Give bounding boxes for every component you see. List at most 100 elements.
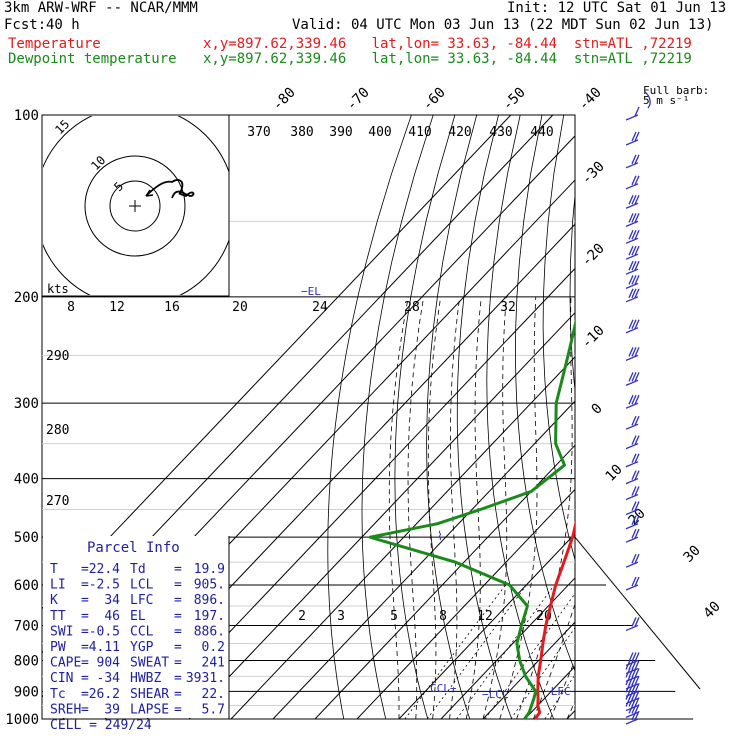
lfc-marker: −LFC bbox=[544, 685, 571, 698]
wind-barb bbox=[625, 470, 640, 485]
wind-barb-flag bbox=[634, 194, 640, 205]
wind-barb-staff bbox=[625, 718, 639, 725]
hodograph-units: kts bbox=[47, 282, 69, 296]
wind-barb-staff bbox=[625, 379, 639, 386]
wind-barb bbox=[625, 415, 640, 430]
wind-barb bbox=[625, 435, 640, 450]
theta-label-top: 370 bbox=[247, 125, 270, 140]
parcel-key: EL bbox=[130, 609, 146, 624]
wind-barb-flag bbox=[631, 453, 637, 463]
wind-barb bbox=[625, 347, 640, 361]
wind-barb-staff bbox=[625, 667, 639, 675]
parcel-eq: = bbox=[81, 656, 89, 671]
parcel-key: LI bbox=[50, 578, 66, 593]
moist-adiabat-line bbox=[499, 296, 538, 719]
wind-barb-staff bbox=[625, 523, 639, 530]
isotherm-label-right: 30 bbox=[681, 543, 704, 566]
theta-label-top: 410 bbox=[408, 125, 431, 140]
full-barb-label: Full barb: bbox=[643, 84, 709, 97]
wind-barb-staff bbox=[625, 584, 639, 591]
wind-barb-staff bbox=[625, 114, 639, 121]
wind-barb-staff bbox=[625, 443, 639, 450]
wind-barb-flag bbox=[634, 372, 640, 382]
wind-barb bbox=[625, 260, 640, 275]
wind-barb-flag bbox=[631, 576, 637, 587]
wind-barb-staff bbox=[625, 536, 639, 543]
wind-barb-staff bbox=[625, 237, 639, 244]
wind-barb-flag bbox=[634, 668, 640, 678]
wind-barb-staff bbox=[625, 220, 639, 227]
wind-barb-flag bbox=[634, 660, 640, 670]
theta-label-left: 270 bbox=[46, 494, 69, 509]
wind-barb-flag bbox=[634, 415, 640, 426]
theta-label-top: 420 bbox=[448, 125, 471, 140]
mixing-ratio-label: 3 bbox=[337, 609, 345, 624]
parcel-key: K bbox=[50, 593, 58, 608]
wind-barb-flag bbox=[631, 501, 637, 511]
moist-adiabat-line bbox=[449, 296, 461, 719]
wind-barb-flag bbox=[634, 683, 640, 693]
wind-barb bbox=[625, 154, 640, 169]
wind-barb-flag bbox=[628, 660, 634, 670]
parcel-levels: −EL −LCL −LFC CCL− ⌇ bbox=[301, 285, 571, 701]
wind-barb-flag bbox=[634, 275, 640, 285]
parcel-key: LCL bbox=[130, 578, 154, 593]
full-barb-unit: 5 m s⁻¹ bbox=[643, 94, 689, 107]
parcel-eq: = bbox=[174, 687, 182, 702]
parcel-eq: = bbox=[174, 578, 182, 593]
parcel-key: CCL bbox=[130, 624, 154, 639]
isotherm-line bbox=[609, 115, 740, 719]
isotherm-line bbox=[188, 311, 575, 719]
temperature-location: x,y=897.62,339.46 lat,lon= 33.63, -84.44… bbox=[203, 36, 692, 52]
isotherm-line bbox=[398, 533, 575, 719]
dry-adiabat-line bbox=[622, 115, 740, 732]
moist-adiabat-grid bbox=[388, 296, 575, 719]
wind-barb-flag bbox=[628, 372, 634, 382]
wind-barb-flag bbox=[634, 710, 640, 721]
theta-label-top: 400 bbox=[368, 125, 391, 140]
moist-adiabat-line bbox=[427, 296, 442, 719]
pressure-label: 1000 bbox=[5, 712, 39, 728]
wind-barb-flag bbox=[631, 154, 637, 165]
wind-barb bbox=[625, 230, 640, 244]
isotherm-line bbox=[42, 115, 512, 610]
wind-barb-flag bbox=[631, 260, 637, 271]
mixing-ratio-label: 8 bbox=[439, 609, 447, 624]
wind-barb bbox=[625, 245, 640, 260]
parcel-value: 896. bbox=[194, 593, 225, 608]
hodograph-axis-label: 16 bbox=[164, 300, 180, 315]
wind-barb-flag bbox=[634, 486, 640, 496]
wind-barb-flag bbox=[631, 194, 637, 205]
wind-barb-flag bbox=[631, 553, 637, 564]
wind-barb-flag bbox=[634, 319, 640, 329]
wind-barb-flag bbox=[631, 617, 637, 627]
dewpoint-legend: Dewpoint temperature bbox=[8, 51, 177, 67]
forecast-label: Fcst: bbox=[4, 17, 47, 33]
wind-barb bbox=[625, 131, 640, 146]
wind-barb-staff bbox=[625, 659, 639, 667]
moist-adiabat-line bbox=[549, 659, 575, 719]
parcel-eq: = bbox=[174, 671, 182, 686]
mixing-ratio-label: 5 bbox=[390, 609, 398, 624]
parcel-value: 22.4 bbox=[89, 562, 120, 577]
pressure-label: 100 bbox=[14, 108, 39, 124]
wind-barb-staff bbox=[625, 402, 639, 409]
temperature-profile bbox=[533, 520, 575, 719]
wind-barb-staff bbox=[625, 697, 639, 705]
wind-barb-flag bbox=[631, 131, 637, 142]
pressure-label: 900 bbox=[14, 684, 39, 700]
parcel-panel-bg bbox=[43, 536, 229, 718]
wind-barb-flag bbox=[634, 175, 640, 186]
mixing-ratio-label: 12 bbox=[477, 609, 493, 624]
moist-adiabat-line bbox=[533, 602, 575, 719]
dry-adiabat-line bbox=[646, 115, 740, 732]
pressure-label: 500 bbox=[14, 530, 39, 546]
isotherm-line bbox=[566, 709, 575, 719]
theta-label-left: 280 bbox=[46, 423, 69, 438]
wind-barb-flag bbox=[634, 515, 640, 525]
wind-barb-staff bbox=[625, 296, 639, 303]
dry-adiabat-line bbox=[569, 191, 575, 394]
wind-barb bbox=[625, 275, 640, 289]
pressure-label: 200 bbox=[14, 290, 39, 306]
